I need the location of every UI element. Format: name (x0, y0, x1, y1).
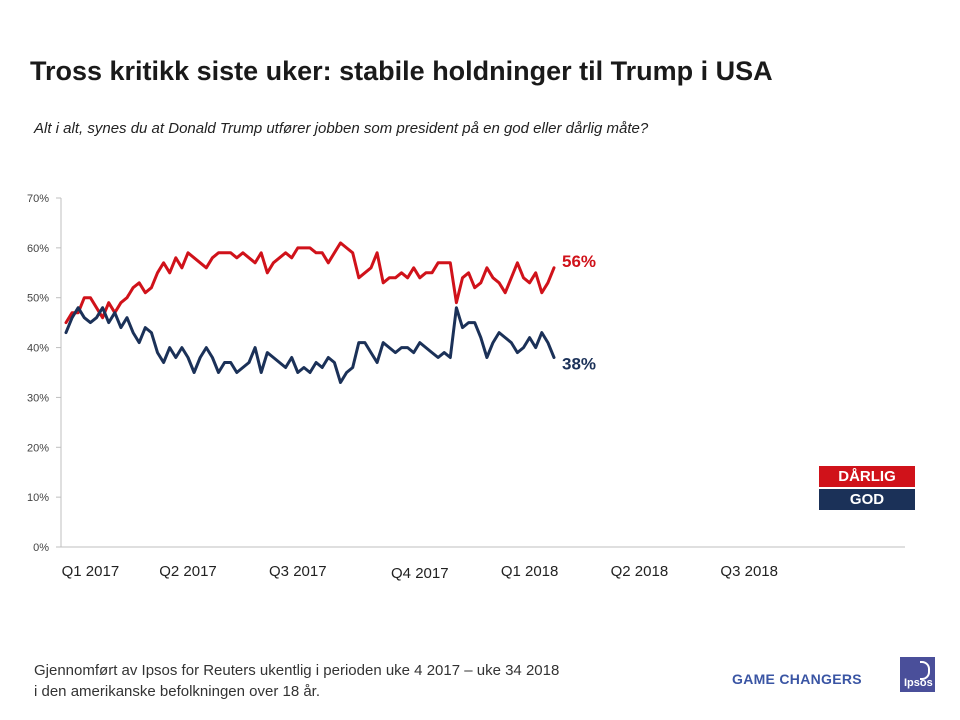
y-tick-label: 70% (27, 193, 49, 205)
y-tick-label: 20% (27, 442, 49, 454)
legend-god: GOD (819, 489, 915, 510)
series-line-god (64, 306, 556, 384)
y-tick-label: 0% (33, 542, 49, 554)
legend-darlig: DÅRLIG (819, 466, 915, 487)
page-title: Tross kritikk siste uker: stabile holdni… (30, 56, 773, 86)
series-line-darlig (64, 241, 556, 325)
x-axis: Q1 2017 Q2 2017 Q3 2017 Q4 2017 Q1 2018 Q2 20… (61, 546, 905, 582)
y-tick-label: 40% (27, 343, 49, 355)
x-tick-label: Q4 2017 (391, 565, 449, 582)
y-tick-label: 50% (27, 293, 49, 305)
x-tick-label: Q2 2018 (611, 563, 669, 580)
ipsos-logo-mark-icon (920, 661, 930, 680)
game-changers-tagline: GAME CHANGERS (732, 671, 862, 687)
x-tick-label: Q3 2018 (720, 563, 778, 580)
y-tick-label: 10% (27, 492, 49, 504)
end-label-god: 38% (562, 355, 596, 374)
x-tick-label: Q1 2018 (501, 563, 559, 580)
footnote-line-2: i den amerikanske befolkningen over 18 å… (34, 683, 321, 700)
series-lines (64, 241, 556, 384)
x-tick-label: Q2 2017 (159, 563, 217, 580)
line-chart: 0% 10% 20% 30% 40% 50% 60% 70% Q1 2017 Q2 2017 Q3… (27, 193, 905, 582)
y-tick-label: 60% (27, 243, 49, 255)
x-tick-label: Q3 2017 (269, 563, 327, 580)
y-tick-label: 30% (27, 392, 49, 404)
ipsos-logo-text: Ipsos (904, 677, 933, 689)
ipsos-logo: Ipsos (900, 657, 935, 692)
y-axis: 0% 10% 20% 30% 40% 50% 60% 70% (27, 193, 62, 554)
footnote: Gjennomført av Ipsos for Reuters ukentli… (34, 660, 559, 702)
footnote-line-1: Gjennomført av Ipsos for Reuters ukentli… (34, 662, 560, 679)
x-tick-label: Q1 2017 (62, 563, 120, 580)
end-labels: 56% 38% (562, 252, 596, 374)
end-label-darlig: 56% (562, 252, 596, 271)
chart-subtitle: Alt i alt, synes du at Donald Trump utfø… (34, 120, 649, 137)
